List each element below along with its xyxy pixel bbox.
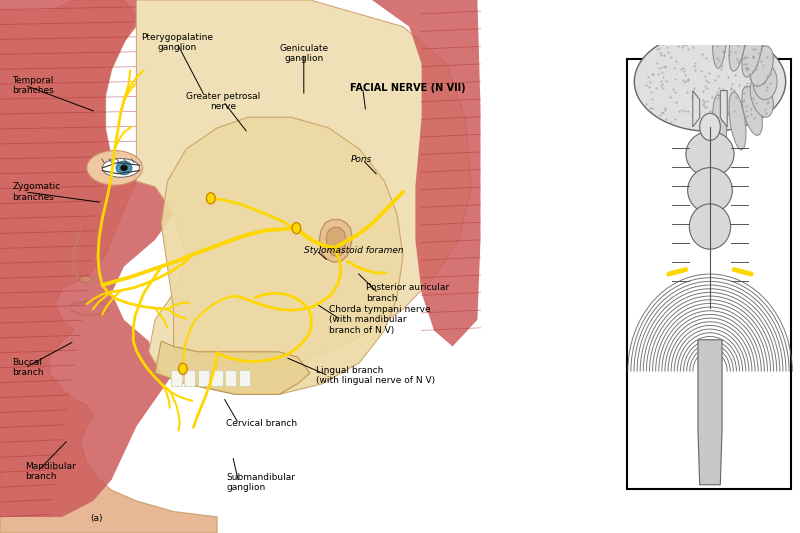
Ellipse shape bbox=[178, 364, 187, 374]
Polygon shape bbox=[319, 220, 352, 262]
Ellipse shape bbox=[634, 31, 786, 132]
Polygon shape bbox=[0, 0, 186, 517]
Ellipse shape bbox=[87, 150, 142, 185]
FancyBboxPatch shape bbox=[627, 59, 791, 489]
Text: Pterygopalatine
ganglion: Pterygopalatine ganglion bbox=[141, 33, 213, 52]
Ellipse shape bbox=[742, 86, 762, 135]
Polygon shape bbox=[184, 370, 195, 386]
Ellipse shape bbox=[102, 159, 139, 177]
Ellipse shape bbox=[742, 28, 762, 77]
Ellipse shape bbox=[750, 46, 774, 86]
Polygon shape bbox=[162, 117, 403, 394]
Ellipse shape bbox=[292, 223, 301, 233]
Ellipse shape bbox=[686, 132, 734, 176]
Polygon shape bbox=[155, 341, 310, 394]
Ellipse shape bbox=[206, 193, 215, 204]
Polygon shape bbox=[136, 0, 471, 389]
Text: Lingual branch
(with lingual nerve of N V): Lingual branch (with lingual nerve of N … bbox=[316, 366, 435, 385]
Ellipse shape bbox=[713, 5, 726, 68]
Ellipse shape bbox=[753, 63, 777, 100]
Text: Mandibular
branch: Mandibular branch bbox=[25, 462, 75, 481]
Polygon shape bbox=[693, 91, 700, 127]
Polygon shape bbox=[326, 227, 346, 257]
Polygon shape bbox=[698, 340, 722, 485]
Text: Stylomastoid foramen: Stylomastoid foramen bbox=[304, 246, 403, 255]
Text: Buccal
branch: Buccal branch bbox=[13, 358, 44, 377]
Ellipse shape bbox=[116, 161, 132, 175]
Ellipse shape bbox=[79, 276, 92, 282]
Polygon shape bbox=[720, 91, 727, 127]
Polygon shape bbox=[0, 0, 217, 533]
Text: Submandibular
ganglion: Submandibular ganglion bbox=[226, 473, 295, 492]
Ellipse shape bbox=[700, 114, 720, 141]
Polygon shape bbox=[170, 370, 182, 386]
Text: Geniculate
ganglion: Geniculate ganglion bbox=[279, 44, 328, 63]
Ellipse shape bbox=[690, 204, 730, 249]
Ellipse shape bbox=[688, 168, 732, 213]
Polygon shape bbox=[238, 370, 250, 386]
Text: Pons: Pons bbox=[350, 156, 372, 164]
Polygon shape bbox=[198, 370, 209, 386]
Text: Cervical branch: Cervical branch bbox=[226, 419, 298, 428]
Polygon shape bbox=[211, 370, 222, 386]
Text: FACIAL NERVE (N VII): FACIAL NERVE (N VII) bbox=[350, 83, 466, 93]
Polygon shape bbox=[372, 0, 481, 346]
Ellipse shape bbox=[750, 77, 774, 117]
Ellipse shape bbox=[120, 165, 128, 171]
Text: Chorda tympani nerve
(with mandibular
branch of N V): Chorda tympani nerve (with mandibular br… bbox=[329, 305, 430, 335]
Polygon shape bbox=[225, 370, 236, 386]
Text: Zygomatic
branches: Zygomatic branches bbox=[13, 182, 61, 201]
Ellipse shape bbox=[729, 92, 746, 150]
Ellipse shape bbox=[713, 95, 726, 158]
Text: Posterior auricular
branch: Posterior auricular branch bbox=[366, 284, 449, 303]
Text: (a): (a) bbox=[90, 514, 102, 522]
Ellipse shape bbox=[729, 13, 746, 71]
Text: Temporal
branches: Temporal branches bbox=[13, 76, 54, 95]
Text: Greater petrosal
nerve: Greater petrosal nerve bbox=[186, 92, 260, 111]
